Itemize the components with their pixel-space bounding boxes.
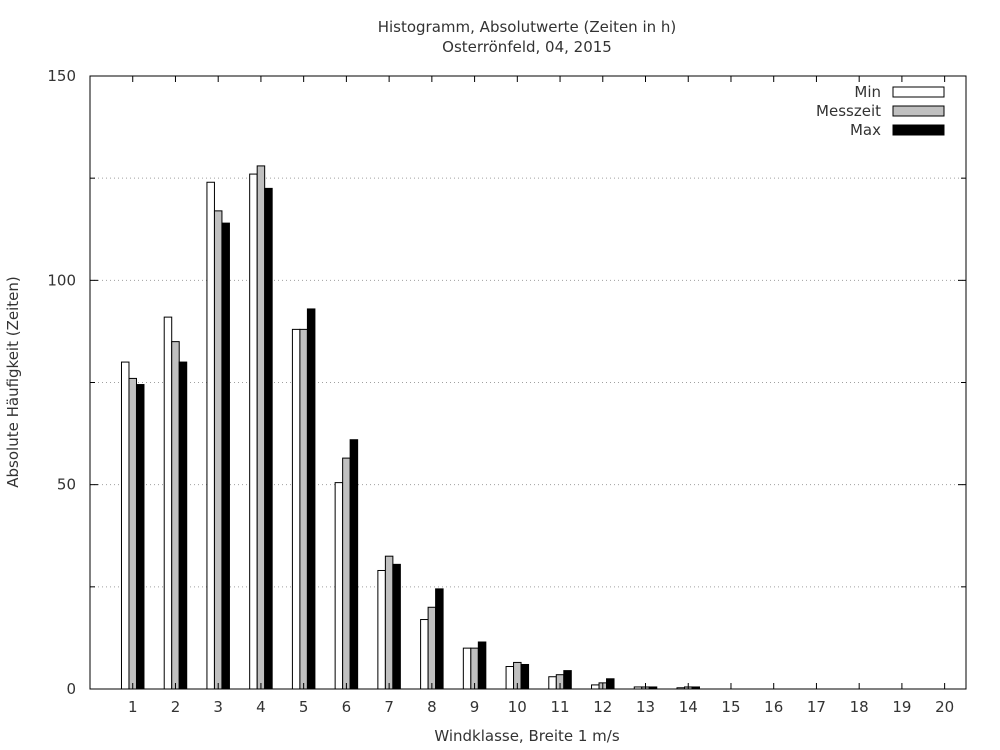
y-tick-label-150: 150 xyxy=(47,67,76,85)
legend-label-messzeit: Messzeit xyxy=(816,102,881,120)
bar-max-6 xyxy=(349,439,359,690)
x-axis-label: Windklasse, Breite 1 m/s xyxy=(434,727,620,745)
bar-messzeit-9 xyxy=(470,647,479,690)
x-tick-label-10: 10 xyxy=(508,698,527,716)
x-tick-label-3: 3 xyxy=(213,698,223,716)
bar-max-9 xyxy=(477,641,487,690)
bar-max-4 xyxy=(264,187,273,690)
bar-messzeit-7 xyxy=(384,555,394,690)
legend-label-max: Max xyxy=(850,121,881,139)
legend-swatch-min xyxy=(892,86,945,98)
x-tick-label-17: 17 xyxy=(807,698,826,716)
bar-min-2 xyxy=(163,316,173,690)
bar-messzeit-3 xyxy=(213,210,223,690)
x-tick-label-16: 16 xyxy=(764,698,783,716)
x-tick-label-9: 9 xyxy=(470,698,480,716)
x-tick-label-12: 12 xyxy=(593,698,612,716)
x-tick-label-18: 18 xyxy=(850,698,869,716)
legend-swatch-max xyxy=(892,124,945,136)
bar-max-10 xyxy=(520,663,530,690)
x-tick-label-2: 2 xyxy=(171,698,181,716)
bar-min-11 xyxy=(548,676,557,690)
bar-messzeit-2 xyxy=(171,341,180,690)
bar-min-8 xyxy=(420,619,429,690)
x-tick-label-7: 7 xyxy=(384,698,394,716)
x-tick-label-14: 14 xyxy=(679,698,698,716)
x-tick-label-4: 4 xyxy=(256,698,266,716)
bar-min-10 xyxy=(505,666,515,690)
legend-swatch-messzeit xyxy=(892,105,945,117)
x-tick-label-13: 13 xyxy=(636,698,655,716)
bar-messzeit-6 xyxy=(342,457,351,690)
bar-min-7 xyxy=(377,569,386,690)
bar-max-7 xyxy=(392,563,401,690)
bar-max-5 xyxy=(306,308,316,690)
x-tick-label-5: 5 xyxy=(299,698,309,716)
bars xyxy=(120,165,700,690)
bar-min-4 xyxy=(249,173,258,690)
x-tick-label-11: 11 xyxy=(551,698,570,716)
bar-min-9 xyxy=(462,647,472,690)
chart-title: Histogramm, Absolutwerte (Zeiten in h) xyxy=(378,18,677,36)
bar-max-1 xyxy=(135,384,145,690)
chart-subtitle: Osterrönfeld, 04, 2015 xyxy=(442,38,612,56)
bar-min-6 xyxy=(334,482,344,690)
bar-max-3 xyxy=(221,222,230,690)
bar-messzeit-5 xyxy=(299,328,308,690)
bar-min-3 xyxy=(206,181,215,690)
bar-max-8 xyxy=(435,588,444,690)
x-tick-label-1: 1 xyxy=(128,698,138,716)
x-tick-label-15: 15 xyxy=(721,698,740,716)
x-tick-label-19: 19 xyxy=(892,698,911,716)
legend-label-min: Min xyxy=(854,83,881,101)
bar-messzeit-8 xyxy=(427,606,437,690)
bar-max-12 xyxy=(606,678,615,690)
y-tick-label-100: 100 xyxy=(47,271,76,289)
bar-min-12 xyxy=(591,684,600,690)
bar-max-11 xyxy=(563,670,572,690)
x-tick-label-20: 20 xyxy=(935,698,954,716)
x-tick-label-8: 8 xyxy=(427,698,437,716)
y-tick-label-50: 50 xyxy=(57,476,76,494)
x-tick-label-6: 6 xyxy=(342,698,352,716)
y-tick-label-0: 0 xyxy=(66,680,76,698)
bar-messzeit-4 xyxy=(256,165,266,690)
bar-messzeit-1 xyxy=(128,377,137,690)
bar-min-5 xyxy=(291,328,301,690)
bar-min-1 xyxy=(120,361,130,690)
bar-max-2 xyxy=(178,361,188,690)
y-axis-label: Absolute Häufigkeit (Zeiten) xyxy=(4,276,22,487)
